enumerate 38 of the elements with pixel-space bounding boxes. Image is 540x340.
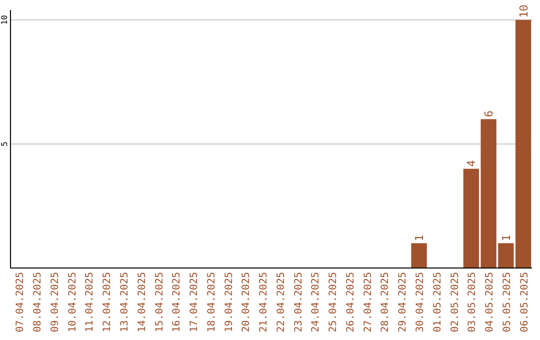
x-tick-label: 14.04.2025 <box>136 272 148 332</box>
bar <box>411 243 427 268</box>
data-label: 1 <box>413 234 426 242</box>
x-tick-label: 05.05.2025 <box>502 272 513 332</box>
x-tick-label: 12.04.2025 <box>102 272 114 332</box>
data-label: 6 <box>482 110 496 118</box>
x-tick-label: 06.05.2025 <box>519 272 530 332</box>
x-tick-label: 11.04.2025 <box>84 272 96 332</box>
x-tick-label: 22.04.2025 <box>276 272 287 332</box>
data-label: 4 <box>465 160 478 167</box>
x-tick-label: 01.05.2025 <box>432 272 444 332</box>
y-tick-label: 5 <box>0 141 9 146</box>
x-tick-label: 09.04.2025 <box>50 272 61 332</box>
bar <box>515 20 532 268</box>
x-tick-label: 03.05.2025 <box>467 272 478 332</box>
x-tick-label: 24.04.2025 <box>310 272 322 332</box>
x-tick-label: 27.04.2025 <box>362 272 374 332</box>
x-tick-label: 20.04.2025 <box>241 272 252 332</box>
data-label: 1 <box>500 234 513 242</box>
x-tick-label: 07.04.2025 <box>15 272 26 332</box>
x-tick-label: 29.04.2025 <box>398 272 409 332</box>
data-label: 10 <box>517 4 530 18</box>
x-tick-label: 18.04.2025 <box>206 272 218 332</box>
x-tick-label: 08.04.2025 <box>32 272 44 332</box>
x-tick-label: 21.04.2025 <box>258 272 270 332</box>
x-tick-label: 17.04.2025 <box>189 272 200 332</box>
x-tick-label: 30.04.2025 <box>415 272 426 332</box>
x-tick-label: 15.04.2025 <box>154 272 166 332</box>
x-tick-label: 19.04.2025 <box>224 272 235 332</box>
x-tick-label: 13.04.2025 <box>119 272 130 332</box>
x-tick-label: 02.05.2025 <box>450 272 461 332</box>
x-tick-label: 10.04.2025 <box>67 272 78 332</box>
x-tick-label: 26.04.2025 <box>345 272 356 332</box>
x-tick-label: 23.04.2025 <box>293 272 304 332</box>
x-tick-label: 04.05.2025 <box>484 272 496 332</box>
x-tick-label: 25.04.2025 <box>328 272 340 332</box>
x-tick-label: 16.04.2025 <box>172 272 183 332</box>
x-tick-label: 28.04.2025 <box>380 272 392 332</box>
